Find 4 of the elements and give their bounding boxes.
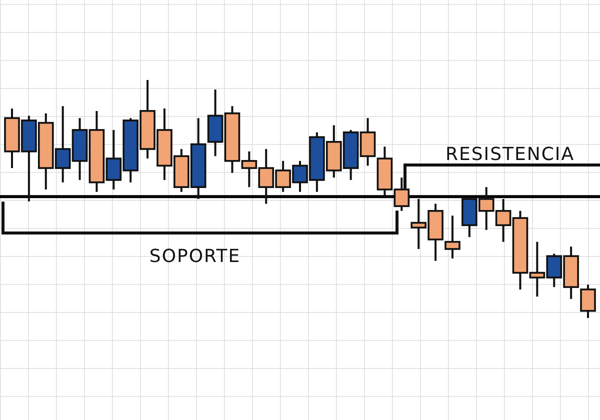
annotation: RESISTENCIA — [445, 144, 575, 165]
annotation: SOPORTE — [149, 246, 241, 267]
candlestick — [580, 284, 596, 319]
candlestick — [444, 214, 460, 260]
